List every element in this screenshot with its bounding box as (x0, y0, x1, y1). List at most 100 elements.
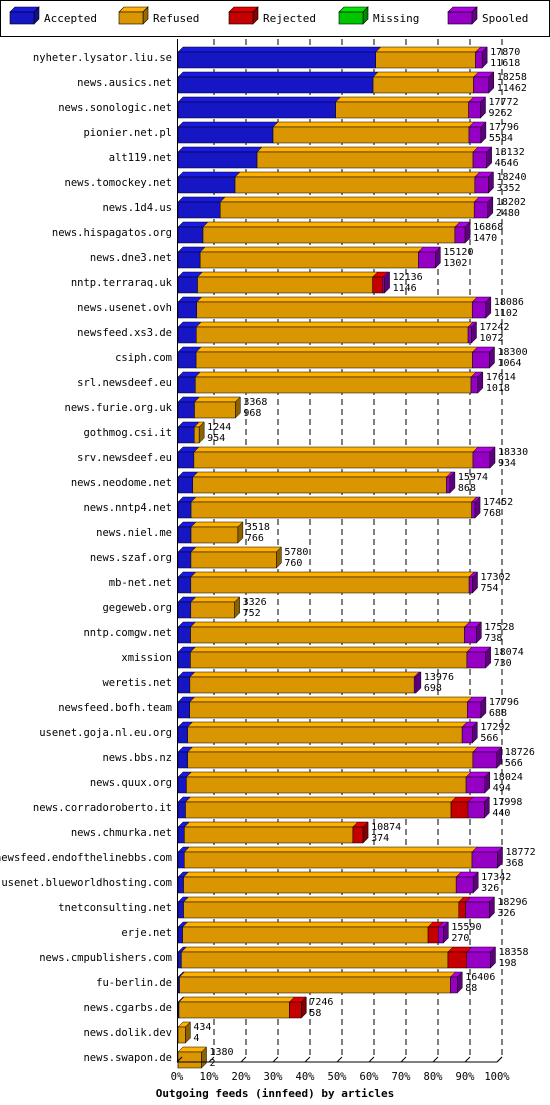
bar-spooled (471, 851, 498, 869)
bar-refused-top (184, 796, 457, 803)
bar-refused-top (234, 171, 481, 178)
row-label: news.bbs.nz (102, 752, 172, 764)
row-total: 18772 (506, 847, 536, 858)
bar-refused (190, 501, 472, 519)
row-label: news.usenet.ovh (77, 302, 172, 314)
bar-refused-top (183, 846, 478, 853)
bar-rejected (289, 1001, 302, 1019)
bar-end-side (480, 121, 487, 144)
row-total: 5780 (284, 547, 308, 558)
row-total: 17870 (490, 47, 520, 58)
bar-refused-top (182, 871, 462, 878)
bar-end-side (301, 996, 307, 1019)
row-accepted: 374 (371, 833, 389, 844)
row-label: news.hispagatos.org (52, 227, 172, 239)
bar-accepted (177, 151, 258, 169)
bar-spooled (470, 376, 479, 394)
row-accepted: 566 (505, 758, 523, 769)
row-total: 17614 (486, 372, 516, 383)
bar-accepted (177, 876, 184, 894)
bar-accepted (177, 476, 194, 494)
x-tick-mark (304, 1056, 311, 1063)
bar-refused (219, 201, 475, 219)
row-accepted: 1064 (497, 358, 521, 369)
bar-refused-top (196, 296, 478, 303)
row-total: 18296 (497, 897, 527, 908)
row-accepted: 738 (484, 633, 502, 644)
row-label: news.ausics.net (77, 77, 172, 89)
bar-rejected (352, 826, 364, 844)
legend-label-spooled: Spooled (482, 12, 528, 25)
bar-refused-top (256, 146, 479, 153)
bar-refused (190, 626, 465, 644)
bar-accepted (177, 226, 204, 244)
row-total: 18086 (494, 297, 524, 308)
row-total: 7246 (309, 997, 333, 1008)
bar-accepted (177, 651, 191, 669)
bar-refused (190, 651, 468, 669)
bar-refused (375, 51, 476, 69)
bar-end-side (185, 1021, 191, 1044)
bar-spooled (418, 251, 436, 269)
bar-accepted (177, 401, 195, 419)
bar-spooled (454, 226, 466, 244)
bar-end-side (484, 796, 490, 819)
bar-accepted (177, 626, 191, 644)
bar-refused (177, 1026, 186, 1044)
x-tick-mark (176, 1056, 183, 1063)
bar-accepted (177, 601, 192, 619)
bar-refused (272, 126, 470, 144)
bar-spooled (455, 876, 474, 894)
bar-end-side (435, 246, 441, 269)
row-label: alt119.net (109, 152, 172, 164)
bar-end-side (464, 221, 471, 244)
bar-spooled (464, 626, 477, 644)
row-total: 12136 (393, 272, 423, 283)
bar-refused (187, 751, 474, 769)
bar-accepted (177, 676, 191, 694)
bar-accepted (177, 576, 192, 594)
row-accepted: 5584 (489, 133, 513, 144)
bar-end-side (472, 721, 478, 744)
bar-refused (183, 876, 457, 894)
row-accepted: 768 (483, 508, 501, 519)
bar-end-side (234, 596, 240, 619)
bar-end-side (477, 371, 484, 394)
bar-rejected (447, 951, 467, 969)
bar-end-side (489, 446, 496, 469)
bar-refused (335, 101, 469, 119)
row-label: newsfeed.endofthelinebbs.com (0, 852, 172, 864)
grid (177, 39, 503, 1062)
bar-end-side (489, 346, 495, 369)
row-total: 15590 (451, 922, 481, 933)
row-accepted: 440 (492, 808, 510, 819)
bar-accepted (177, 926, 183, 944)
row-accepted: 1470 (473, 233, 497, 244)
bar-spooled (471, 501, 476, 519)
bar-spooled (472, 151, 487, 169)
bar-end-side (201, 1046, 207, 1069)
row-total: 18258 (497, 72, 527, 83)
row-total: 16406 (465, 972, 495, 983)
row-label: news.dolik.dev (83, 1027, 172, 1039)
row-label: srl.newsdeef.eu (77, 377, 172, 389)
bar-end-side (486, 146, 492, 169)
legend-swatch-missing (338, 11, 364, 25)
bar-refused (190, 576, 470, 594)
bar-accepted (177, 126, 274, 144)
bar-end-side (488, 171, 494, 194)
bar-spooled (438, 926, 444, 944)
